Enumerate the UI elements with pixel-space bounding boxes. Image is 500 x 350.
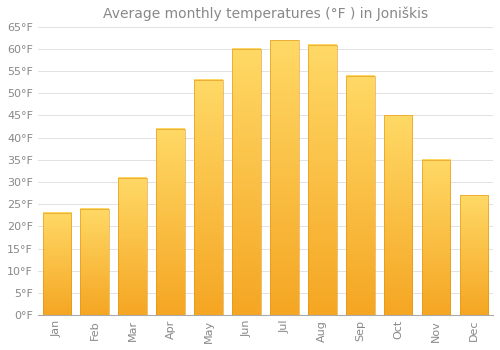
Bar (194, 80, 223, 315)
Title: Average monthly temperatures (°F ) in Joniškis: Average monthly temperatures (°F ) in Jo… (103, 7, 428, 21)
Bar (270, 40, 298, 315)
Bar (384, 116, 412, 315)
Bar (156, 129, 185, 315)
Bar (346, 76, 374, 315)
Bar (80, 209, 109, 315)
Bar (42, 213, 71, 315)
Bar (232, 49, 260, 315)
Bar (118, 177, 147, 315)
Bar (460, 195, 488, 315)
Bar (422, 160, 450, 315)
Bar (308, 44, 336, 315)
